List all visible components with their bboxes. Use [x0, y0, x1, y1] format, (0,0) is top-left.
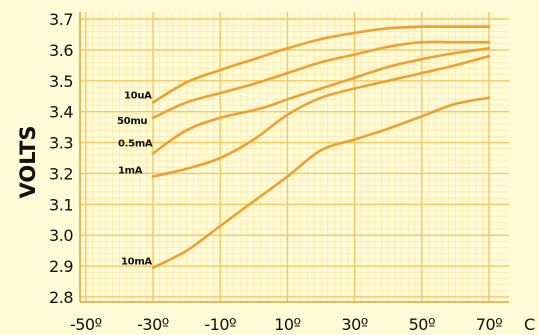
- series-line-50mu: [151, 40, 491, 120]
- x-tick-labels: -50º -30º -10º 10º 30º 50º 70º: [70, 315, 503, 334]
- y-tick-label: 3.1: [49, 195, 73, 214]
- y-tick-label: 3.2: [49, 164, 73, 183]
- y-tick-label: 2.8: [49, 288, 73, 307]
- axes: [79, 12, 509, 303]
- y-tick-label: 2.9: [49, 257, 73, 276]
- series-lines: [151, 25, 491, 269]
- y-axis-title: VOLTS: [16, 125, 40, 198]
- x-tick-label: -10º: [204, 315, 236, 334]
- x-tick-label: 30º: [341, 315, 367, 334]
- y-tick-label: 3.6: [49, 41, 73, 60]
- y-tick-label: 3.5: [49, 72, 73, 91]
- series-label-10ua: 10uA: [124, 90, 152, 101]
- x-tick-label: -30º: [137, 315, 169, 334]
- series-line-10ua: [151, 25, 491, 104]
- x-tick-label: 70º: [476, 315, 502, 334]
- y-tick-labels: 2.8 2.9 3.0 3.1 3.2 3.3 3.4 3.5 3.6 3.7: [49, 10, 74, 307]
- y-tick-label: 3.0: [49, 226, 73, 245]
- series-line-10ma: [151, 96, 491, 269]
- series-line-1ma: [151, 54, 491, 178]
- x-tick-label: -50º: [70, 315, 102, 334]
- x-tick-label: 10º: [274, 315, 300, 334]
- series-label-1ma: 1mA: [118, 166, 143, 177]
- series-label-50mu: 50mu: [117, 116, 147, 127]
- series-label-10ma: 10mA: [121, 257, 152, 268]
- series-line-0-5ma: [151, 47, 491, 155]
- y-tick-label: 3.7: [49, 10, 73, 29]
- y-tick-label: 3.4: [49, 103, 73, 122]
- x-tick-label: 50º: [409, 315, 435, 334]
- series-label-0-5ma: 0.5mA: [118, 138, 153, 149]
- series-labels: 10uA 50mu 0.5mA 1mA 10mA: [117, 90, 153, 267]
- x-unit-label: C: [524, 315, 535, 334]
- y-tick-label: 3.3: [49, 134, 73, 153]
